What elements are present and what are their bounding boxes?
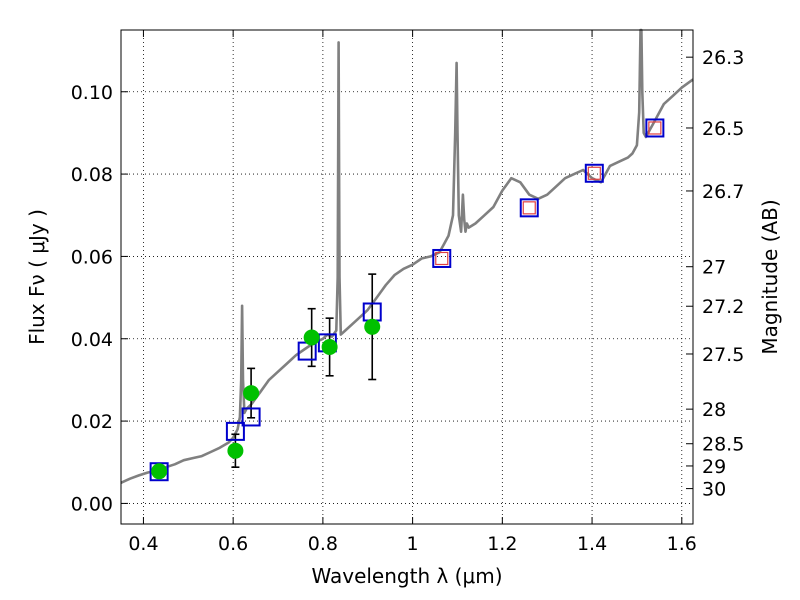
spectrum-line (120, 28, 694, 484)
right-tick-label: 27.5 (702, 344, 744, 366)
spectrum (120, 28, 694, 484)
model-square-marker (241, 407, 261, 427)
x-tick-label: 0.8 (308, 533, 338, 555)
y-tick-label: 0.04 (71, 329, 113, 351)
y-tick-label: 0.02 (71, 411, 113, 433)
y-tick-label: 0.10 (71, 82, 113, 104)
upper-limit-marker (435, 251, 449, 266)
model-square-marker (149, 462, 169, 482)
observed-flux-marker (243, 385, 260, 402)
observed-flux-marker (321, 338, 338, 355)
markers (149, 118, 665, 482)
x-tick-label: 0.4 (128, 533, 158, 555)
plot-background (121, 30, 693, 524)
x-tick-label: 1.2 (487, 533, 517, 555)
right-axis-label: Magnitude (AB) (758, 199, 782, 354)
right-tick-label: 26.5 (702, 118, 744, 140)
observed-flux-marker (364, 318, 381, 335)
right-tick-label: 26.3 (702, 47, 744, 69)
observed-flux-marker (151, 463, 168, 480)
right-tick-label: 28.5 (702, 434, 744, 456)
y-axis-label: Flux Fν ( μJy ) (25, 209, 49, 345)
upper-limit-marker (522, 201, 536, 215)
upper-limit-marker (648, 121, 662, 135)
x-tick-label: 1.4 (577, 533, 607, 555)
model-square-marker (584, 163, 604, 183)
y-tick-label: 0.08 (71, 164, 113, 186)
observed-flux-marker (303, 329, 320, 346)
x-tick-label: 0.6 (218, 533, 248, 555)
observed-flux-marker (227, 442, 244, 459)
ticks: 0.4 0.6 0.8 1 1.2 1.4 1.6 0.00 0.02 0.04 0.06 0.08 0… (71, 30, 744, 555)
grid (121, 30, 693, 524)
model-square-marker (225, 421, 245, 441)
x-tick-label: 1.6 (667, 533, 697, 555)
y-tick-label: 0.00 (71, 493, 113, 515)
right-tick-label: 27 (702, 257, 726, 279)
x-tick-label: 1 (407, 533, 419, 555)
right-tick-label: 29 (702, 456, 726, 478)
right-tick-label: 26.7 (702, 181, 744, 203)
right-tick-label: 27.2 (702, 296, 744, 318)
model-square-marker (519, 198, 539, 218)
model-square-marker (432, 248, 452, 268)
right-tick-label: 28 (702, 399, 726, 421)
upper-limit-marker (587, 166, 601, 180)
y-tick-label: 0.06 (71, 246, 113, 268)
model-square-marker (645, 118, 665, 138)
right-tick-label: 30 (702, 479, 726, 501)
plot-frame (120, 29, 694, 525)
x-axis-label: Wavelength λ (μm) (311, 564, 502, 588)
